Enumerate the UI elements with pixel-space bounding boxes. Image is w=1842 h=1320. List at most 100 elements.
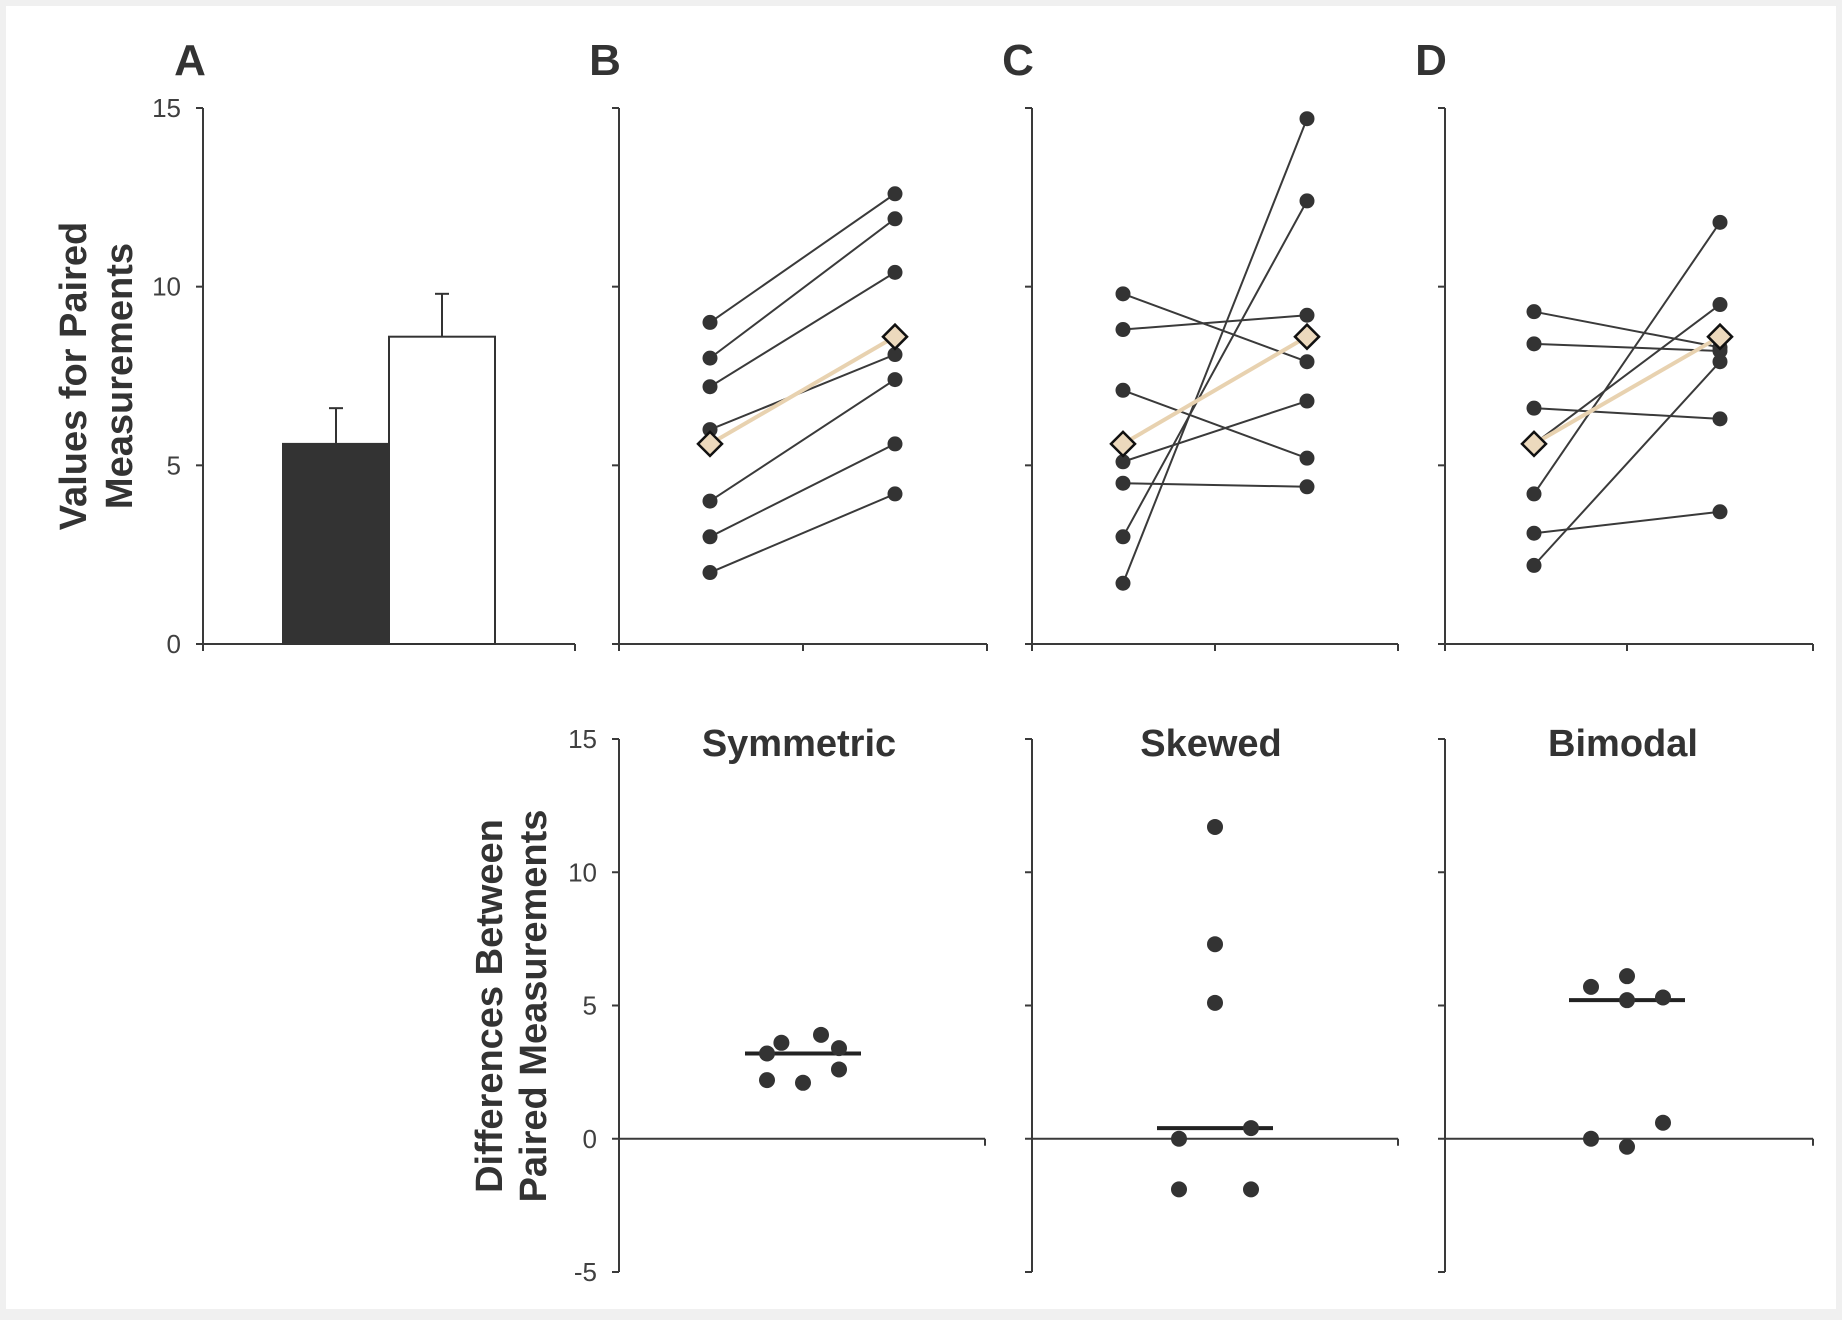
pair-line [709,442,896,538]
data-point [1171,1130,1187,1147]
data-point [759,1072,775,1089]
data-point [1115,475,1131,491]
pair-line [709,192,896,324]
data-point [1526,304,1542,320]
pair-line [1122,389,1308,460]
data-point [702,422,718,438]
y-tick-label: 10 [152,272,181,302]
data-point [1207,994,1223,1011]
data-point [795,1074,811,1091]
data-point [1655,1114,1671,1131]
panel-a-y-axis: 0 5 10 15 [152,93,204,659]
data-point [1619,1138,1635,1155]
panel-f-y-axis [1025,738,1033,1273]
data-point [1299,193,1315,209]
panel-letter-b: B [589,36,621,85]
panel-d: D [1415,36,1814,651]
pair-line [1533,303,1721,445]
figure-frame [6,6,1836,1309]
bar-before [282,442,390,646]
panel-c: C [1002,36,1399,651]
data-point [1619,992,1635,1009]
data-point [831,1040,847,1057]
mean-line [1533,334,1721,446]
y-axis-label: Paired Measurements [513,810,555,1203]
data-point [887,186,903,202]
data-point [813,1026,829,1043]
y-tick-label: 15 [568,724,597,754]
data-point [1655,989,1671,1006]
panel-letter-d: D [1415,36,1447,85]
data-point [1619,968,1635,985]
data-point [1299,111,1315,127]
panel-b-y-axis [612,107,620,645]
data-point [1526,400,1542,416]
data-point [887,211,903,227]
y-tick-label: 15 [152,93,181,123]
panel-letter-a: A [174,36,206,85]
mean-marker [1520,430,1548,458]
pair-line [1122,400,1308,463]
data-point [1526,525,1542,541]
data-point [887,347,903,363]
data-point [1115,575,1131,591]
data-point [1712,504,1728,520]
y-axis-label: Values for Paired [53,222,95,530]
mean-marker [1706,322,1734,351]
y-tick-label: 10 [568,857,597,887]
data-point [887,436,903,452]
data-point [1115,454,1131,470]
data-point [1243,1120,1259,1137]
pair-line [709,217,896,359]
data-point [1115,382,1131,398]
data-point [1299,307,1315,323]
pair-line [1122,314,1308,331]
panel-g: Bimodal [1445,723,1814,1155]
data-point [887,264,903,280]
data-point [702,529,718,545]
pair-line [1533,361,1721,567]
data-point [702,314,718,330]
y-tick-label: 0 [583,1124,597,1154]
y-tick-label: 5 [583,991,597,1021]
y-tick-label: -5 [574,1257,597,1287]
mean-marker [881,322,909,351]
data-point [1115,529,1131,545]
pair-line [1122,482,1308,488]
pair-line [1533,221,1721,495]
pair-line [709,271,896,388]
data-point [1526,486,1542,502]
pair-line [1533,407,1721,420]
data-point [1115,286,1131,302]
pair-line [1533,310,1721,349]
mean-marker [696,430,724,458]
data-point [1526,557,1542,573]
panel-b: B [589,36,988,651]
pair-line [1122,118,1308,584]
bar-after [388,335,496,645]
y-axis-label: Differences Between [469,819,511,1193]
data-point [1299,450,1315,466]
data-point [759,1045,775,1062]
data-point [1583,978,1599,995]
data-point [1207,818,1223,835]
data-point [1583,1130,1599,1147]
data-point [887,372,903,388]
data-point [1712,411,1728,427]
pair-line [1533,510,1721,535]
data-point [702,565,718,581]
data-point [1299,354,1315,370]
data-point [702,379,718,395]
data-point [702,350,718,366]
y-tick-label: 5 [167,450,181,480]
mean-marker [1293,322,1321,351]
panel-d-y-axis [1438,107,1446,645]
panel-title: Symmetric [702,723,896,765]
data-point [1171,1181,1187,1198]
panel-a: A Values for Paired Measurements [53,36,576,651]
data-point [1299,393,1315,409]
pair-line [709,492,896,574]
mean-line [1121,334,1309,446]
panel-e-y-axis: -5 0 5 10 15 [568,724,620,1287]
